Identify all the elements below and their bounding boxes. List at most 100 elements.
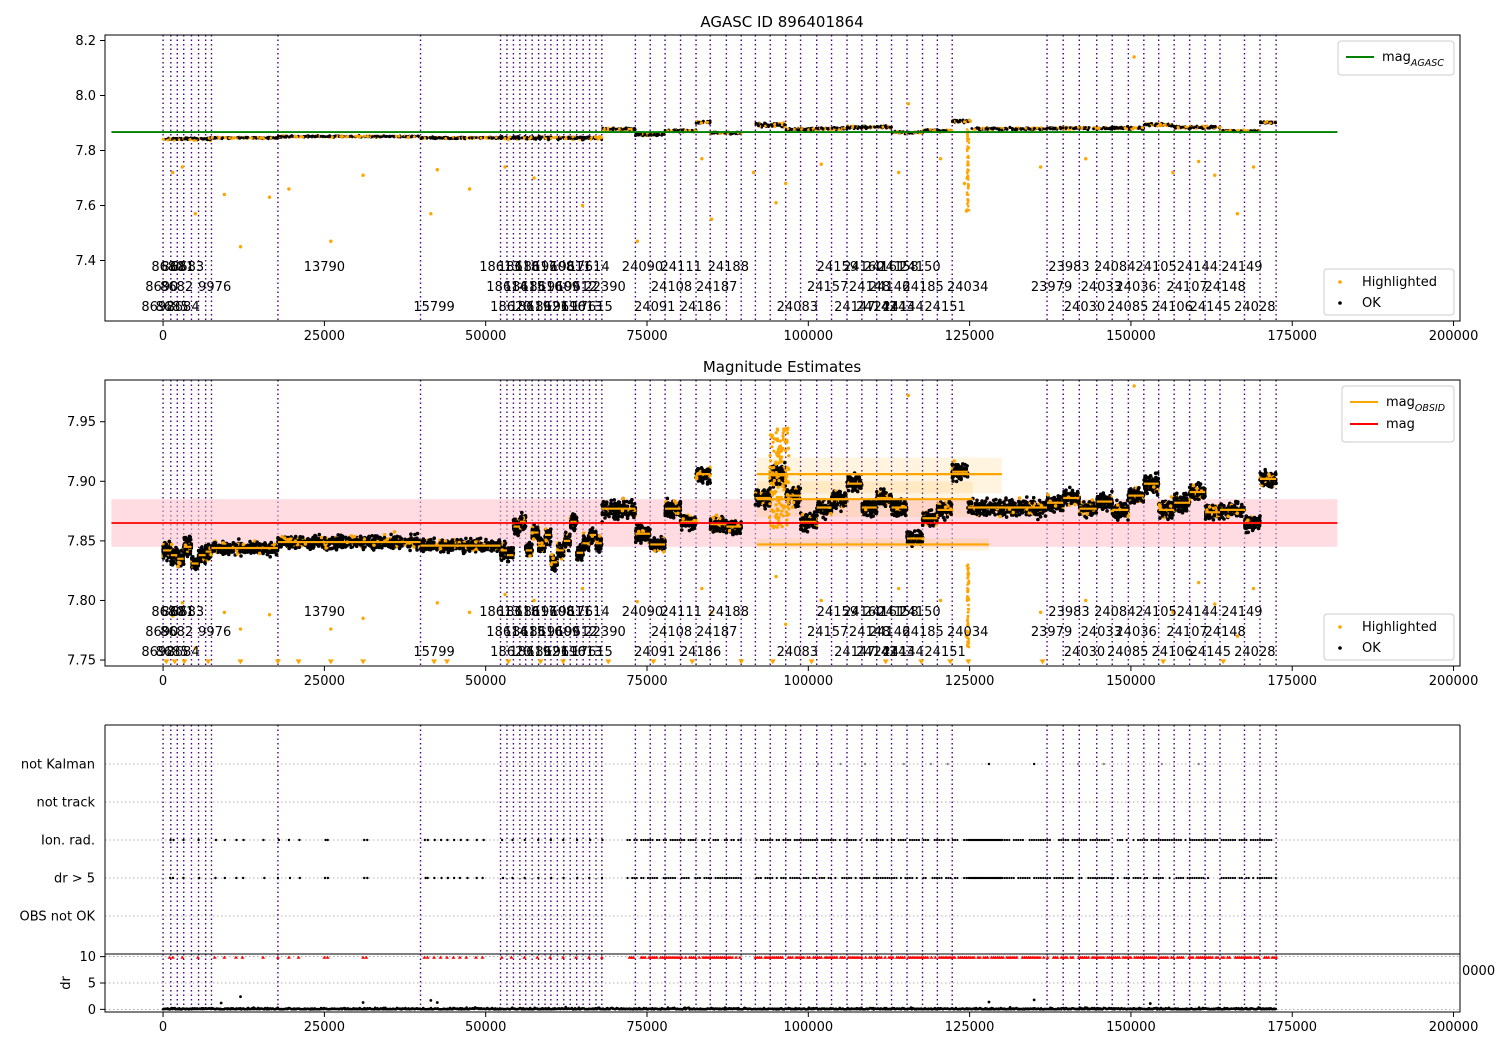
highlighted-point xyxy=(341,135,344,138)
ok-point xyxy=(1273,120,1277,124)
ok-point xyxy=(265,136,269,140)
ok-point xyxy=(226,552,231,556)
ok-point xyxy=(1087,126,1091,129)
obsid-label: 19611 xyxy=(550,260,591,275)
ok-point xyxy=(587,135,590,139)
ok-point xyxy=(432,536,437,540)
highlighted-point xyxy=(965,128,969,131)
x-tick-label: 125000 xyxy=(945,329,995,344)
ok-point xyxy=(1119,126,1123,130)
highlighted-point xyxy=(967,118,971,122)
highlighted-point xyxy=(964,209,969,213)
ok-point xyxy=(495,549,500,553)
highlighted-point xyxy=(503,165,507,169)
ok-point xyxy=(1008,125,1012,129)
ok-point xyxy=(1048,126,1052,130)
ok-point xyxy=(584,137,588,140)
ok-point xyxy=(185,547,189,551)
x-tick-label: 25000 xyxy=(304,329,345,344)
highlighted-point xyxy=(178,561,182,565)
highlighted-point xyxy=(967,204,970,208)
ok-point xyxy=(293,546,298,550)
highlighted-point xyxy=(563,137,567,141)
legend-label-highlighted: Highlighted xyxy=(1362,275,1437,290)
highlighted-point xyxy=(618,127,621,131)
ok-point xyxy=(1114,125,1118,129)
obsid-label: 8685 xyxy=(156,300,189,315)
ok-point xyxy=(1092,127,1095,131)
ok-point xyxy=(279,134,283,138)
ok-point xyxy=(298,535,302,540)
highlighted-point xyxy=(1171,170,1175,175)
ok-point xyxy=(996,127,1000,131)
ok-point xyxy=(169,559,173,563)
ok-point xyxy=(970,127,974,130)
obsid-label: 8682 xyxy=(160,280,193,295)
ok-point xyxy=(512,135,516,139)
ok-point xyxy=(169,546,173,550)
highlighted-point xyxy=(1035,126,1039,130)
ok-point xyxy=(373,134,377,138)
highlighted-point xyxy=(361,173,365,177)
obsid-label: 24150 xyxy=(899,260,940,275)
ok-point xyxy=(547,138,550,142)
ok-point xyxy=(647,133,651,137)
ok-point xyxy=(520,516,524,520)
highlighted-point xyxy=(1024,126,1028,130)
ok-point xyxy=(522,526,527,530)
ok-point xyxy=(285,134,289,138)
ok-point xyxy=(425,136,429,140)
highlighted-point xyxy=(503,137,507,140)
ok-point xyxy=(1126,125,1129,128)
ok-point xyxy=(391,546,395,551)
ok-point xyxy=(558,137,561,141)
highlighted-point xyxy=(966,156,969,159)
obsid-label: 18617 xyxy=(515,260,556,275)
ok-point xyxy=(480,548,484,552)
highlighted-point xyxy=(1269,121,1272,125)
ok-point xyxy=(409,135,413,139)
highlighted-point xyxy=(1132,55,1136,59)
obsid-label: 24083 xyxy=(777,300,818,315)
obsid-label: 24108 xyxy=(651,280,692,295)
ok-point xyxy=(1004,126,1007,130)
ok-point xyxy=(183,137,187,141)
ok-point xyxy=(1000,128,1004,132)
ok-point xyxy=(538,135,542,139)
highlighted-point xyxy=(467,187,472,191)
ok-point xyxy=(445,547,449,551)
ok-point xyxy=(1026,126,1030,130)
highlighted-point xyxy=(596,136,600,140)
ok-point xyxy=(307,134,311,138)
lines-legend-box xyxy=(1337,40,1455,76)
x-tick-label: 200000 xyxy=(1429,329,1479,344)
ok-point xyxy=(676,129,680,132)
ok-point xyxy=(183,535,188,540)
ok-point xyxy=(181,559,185,564)
highlighted-point xyxy=(494,136,498,139)
ok-point xyxy=(875,125,879,129)
highlighted-point xyxy=(1156,124,1159,128)
ok-point xyxy=(697,120,700,124)
ok-point xyxy=(169,556,174,560)
highlighted-point xyxy=(965,193,969,196)
highlighted-point xyxy=(1084,157,1088,161)
ok-point xyxy=(859,125,863,129)
ok-point xyxy=(368,542,372,547)
highlighted-point xyxy=(479,136,483,140)
ok-point xyxy=(175,137,179,140)
ok-point xyxy=(267,543,271,547)
ok-point xyxy=(490,539,494,543)
ok-point xyxy=(754,121,758,125)
highlighted-point xyxy=(784,181,788,186)
ok-point xyxy=(976,127,980,130)
ok-point xyxy=(789,127,793,131)
ok-point xyxy=(391,543,395,547)
ok-point xyxy=(179,138,183,141)
ok-point xyxy=(310,135,314,139)
obsid-label: 24186 xyxy=(680,300,721,315)
highlighted-point xyxy=(606,128,610,132)
highlighted-point xyxy=(881,125,885,129)
ok-point xyxy=(313,134,317,138)
